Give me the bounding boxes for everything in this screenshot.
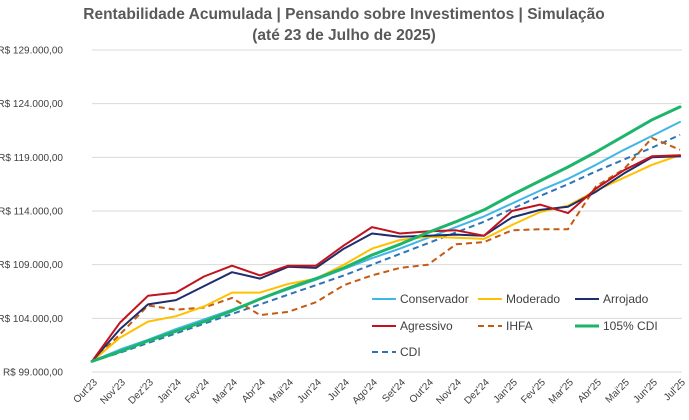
- y-tick-label: R$ 119.000,00: [0, 153, 63, 164]
- x-tick-label: Mar'25: [547, 377, 576, 406]
- x-tick-label: Jul'25: [662, 377, 688, 403]
- x-tick-label: Nov'23: [98, 377, 128, 407]
- y-tick-label: R$ 114.000,00: [0, 207, 63, 218]
- x-tick-label: Abr'24: [240, 377, 268, 405]
- x-tick-label: Jun'24: [296, 377, 325, 406]
- legend-label-conservador: Conservador: [400, 292, 469, 306]
- legend-label-cdi: CDI: [400, 345, 421, 359]
- series-line-cdi: [91, 133, 681, 363]
- gridlines: [92, 49, 682, 373]
- x-tick-label: Set'24: [380, 377, 408, 405]
- x-tick-label: Jan'24: [156, 377, 185, 406]
- y-tick-label: R$ 99.000,00: [3, 368, 63, 379]
- x-tick-label: Out'23: [72, 377, 101, 406]
- x-tick-label: Abr'25: [576, 377, 604, 405]
- x-tick-label: Mai'24: [268, 377, 297, 406]
- x-tick-label: Dez'23: [126, 377, 156, 407]
- x-tick-label: Fev'25: [519, 377, 548, 406]
- legend-label-agressivo: Agressivo: [400, 319, 453, 333]
- y-tick-label: R$ 129.000,00: [0, 46, 63, 57]
- x-tick-label: Out'24: [408, 377, 437, 406]
- series-line-105-cdi: [90, 105, 682, 363]
- x-tick-label: Nov'24: [434, 377, 464, 407]
- y-tick-label: R$ 124.000,00: [0, 99, 63, 110]
- legend-label-105-cdi: 105% CDI: [603, 319, 658, 333]
- y-axis-ticks: R$ 99.000,00 R$ 104.000,00 R$ 109.000,00 R$…: [0, 46, 63, 379]
- x-tick-label: Fev'24: [183, 377, 212, 406]
- x-tick-label: Ago'24: [350, 377, 380, 407]
- x-tick-label: Mai'25: [604, 377, 633, 406]
- chart-title: Rentabilidade Acumulada | Pensando sobre…: [83, 6, 604, 23]
- y-tick-label: R$ 109.000,00: [0, 260, 63, 271]
- legend-label-ihfa: IHFA: [506, 319, 533, 333]
- y-tick-label: R$ 104.000,00: [0, 314, 63, 325]
- x-tick-label: Jan'25: [492, 377, 521, 406]
- x-tick-label: Dez'24: [462, 377, 492, 407]
- series-line-agressivo: [91, 154, 681, 363]
- series-line-ihfa: [91, 137, 681, 363]
- x-tick-label: Jun'25: [632, 377, 661, 406]
- x-tick-label: Mar'24: [211, 377, 240, 406]
- legend-label-moderado: Moderado: [506, 292, 560, 306]
- legend: Conservador Moderado Arrojado Agressivo IHFA…: [372, 292, 658, 359]
- series-line-conservador: [91, 120, 681, 363]
- chart-subtitle: (até 23 de Julho de 2025): [252, 27, 436, 44]
- legend-label-arrojado: Arrojado: [603, 292, 649, 306]
- series-lines: [90, 105, 682, 363]
- x-tick-label: Jul'24: [326, 377, 352, 403]
- series-line-arrojado: [91, 155, 681, 363]
